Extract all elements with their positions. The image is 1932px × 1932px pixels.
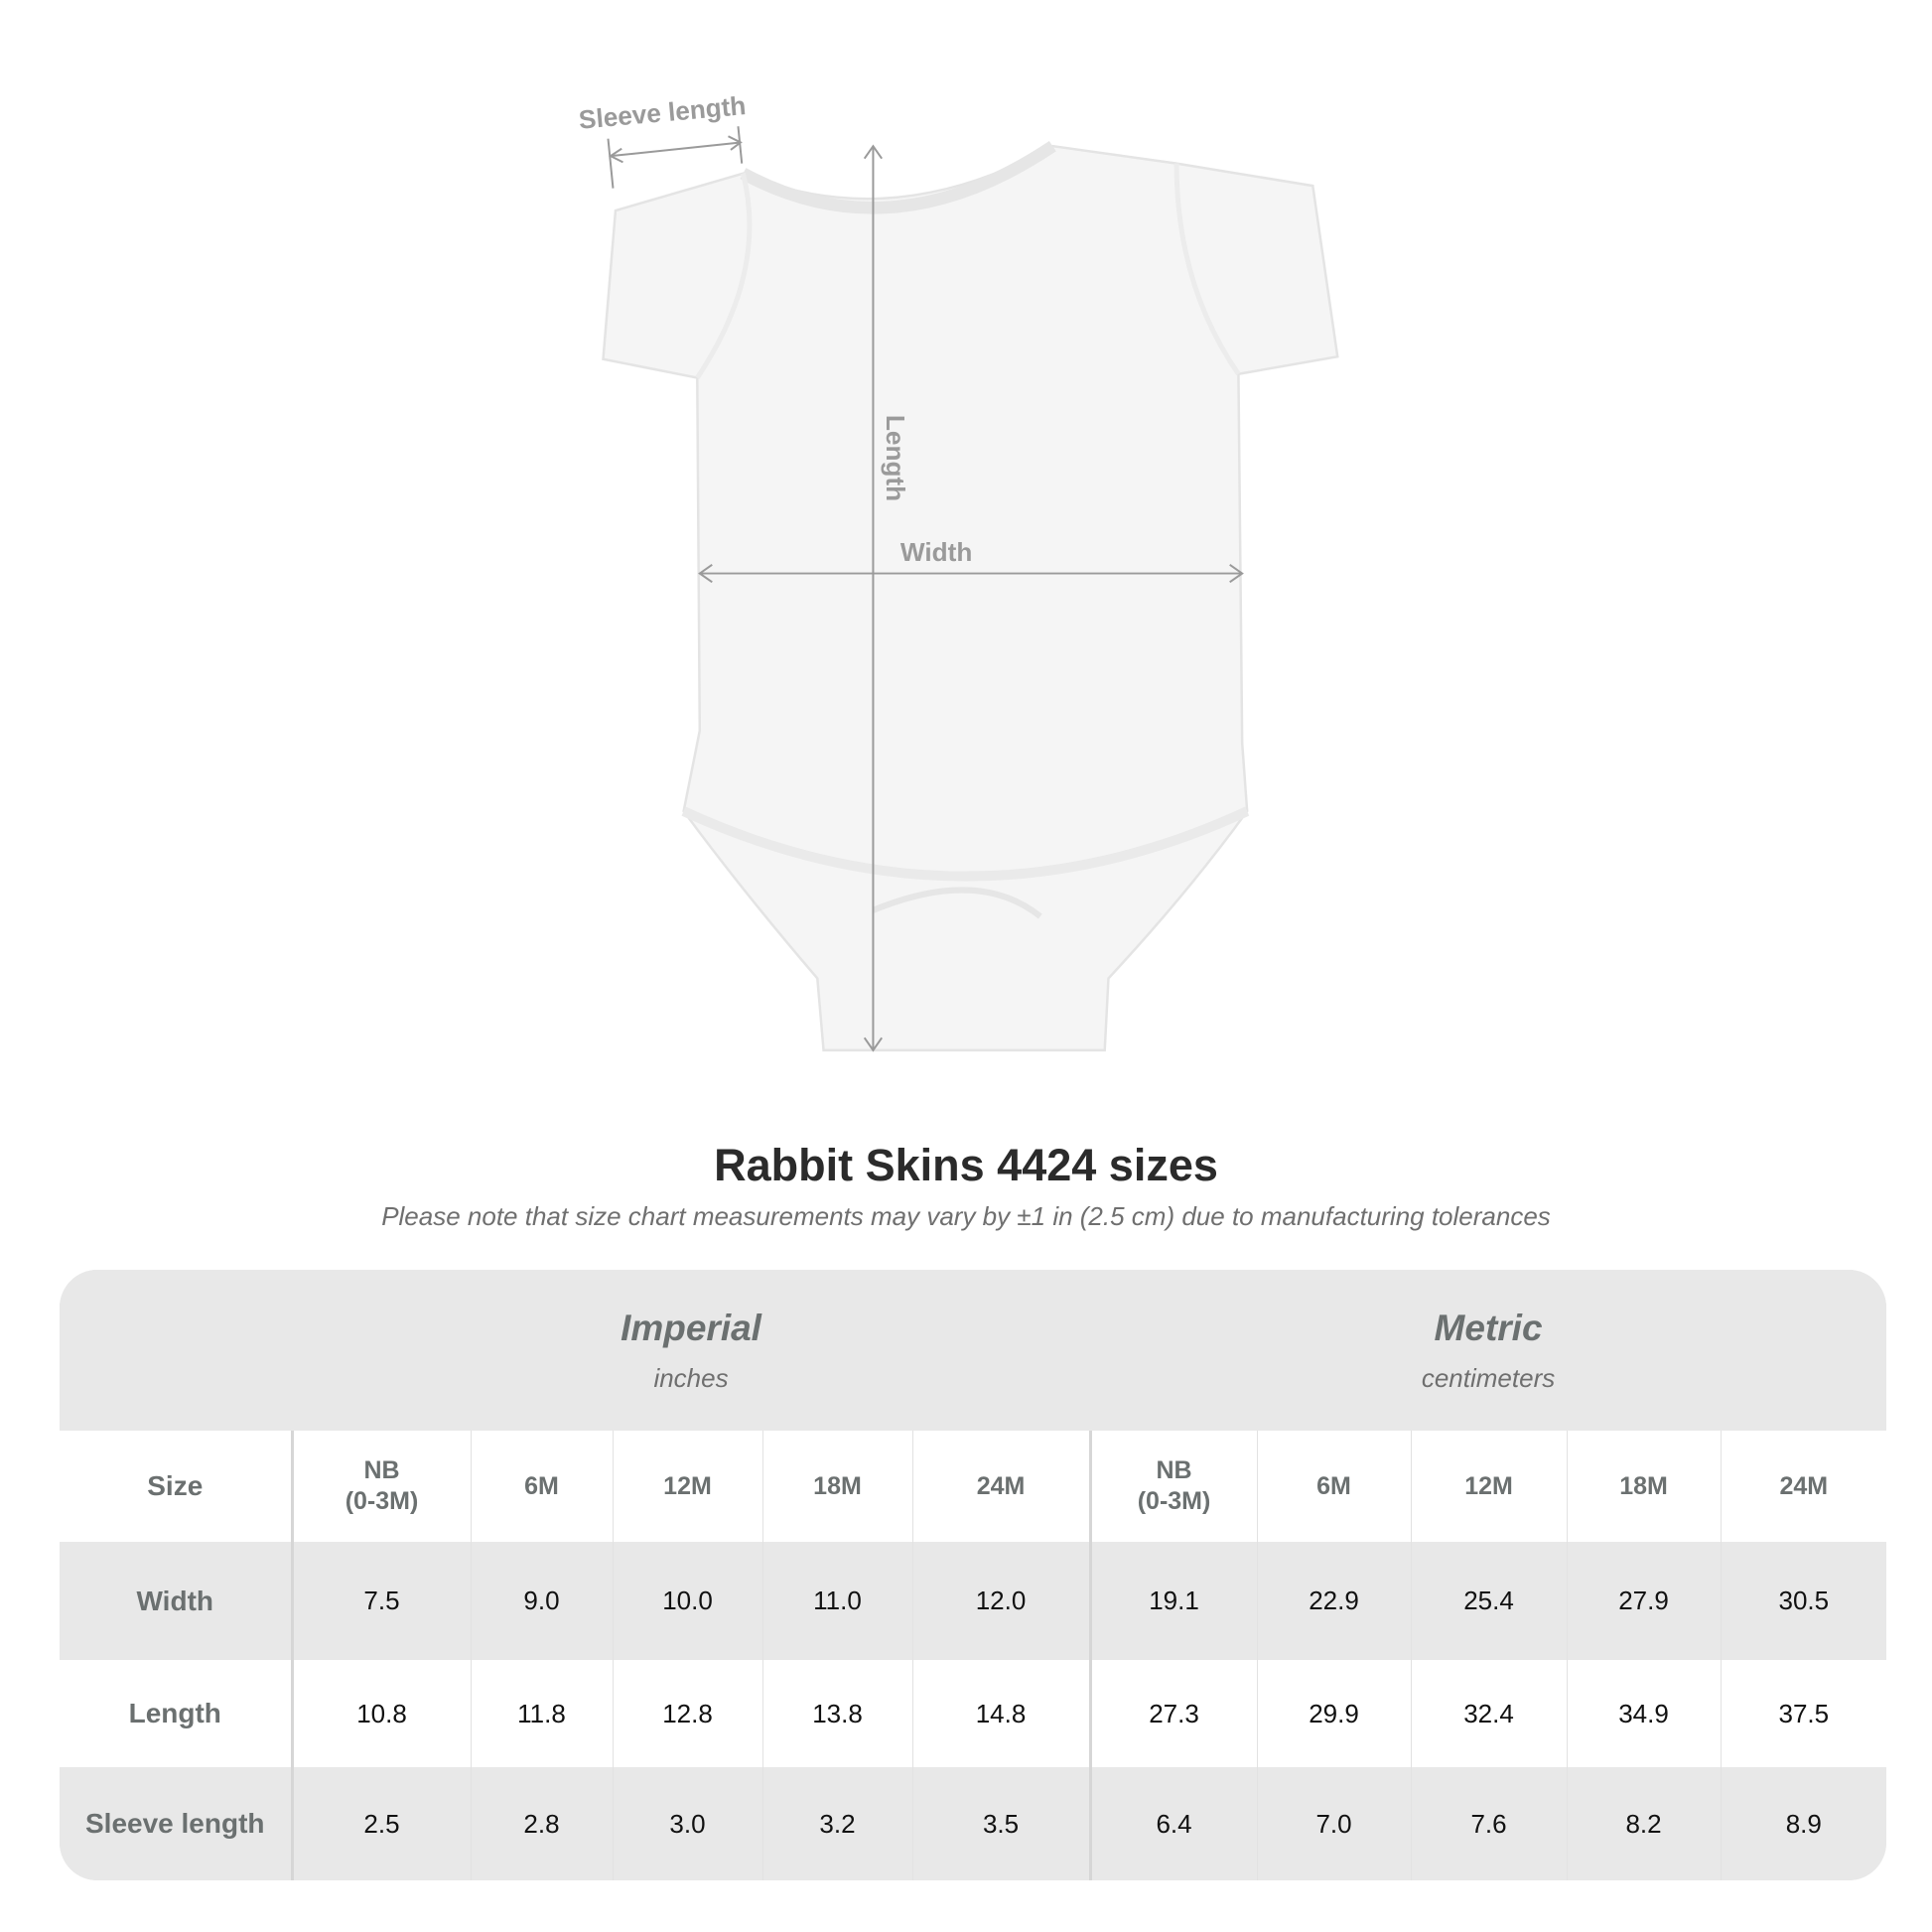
table-cell-imperial: 11.8 (470, 1660, 613, 1767)
size-header-metric: 24M (1720, 1431, 1886, 1542)
chart-title: Rabbit Skins 4424 sizes (714, 1140, 1218, 1190)
size-header-metric: 6M (1256, 1431, 1412, 1542)
size-header-metric: 12M (1410, 1431, 1568, 1542)
size-header-row: Size NB (0-3M) 6M 12M 18M 24M NB (0-3M) 6M 12M 1… (60, 1431, 1886, 1542)
unit-header-row: Imperial inches Metric centimeters (60, 1270, 1886, 1431)
table-cell-imperial: 12.8 (612, 1660, 762, 1767)
length-label: Length (881, 415, 910, 501)
table-row: Length 10.8 11.8 12.8 13.8 14.8 27.3 29.9 32.4 34… (60, 1660, 1886, 1767)
sleeve-length-label: Sleeve length (578, 90, 748, 135)
table-cell-metric: 25.4 (1410, 1542, 1568, 1660)
table-cell-imperial: 9.0 (470, 1542, 613, 1660)
table-cell-metric: 7.0 (1256, 1767, 1412, 1880)
table-cell-imperial: 2.8 (470, 1767, 613, 1880)
table-cell-imperial: 11.0 (761, 1542, 912, 1660)
tolerance-note: Please note that size chart measurements… (381, 1201, 1551, 1231)
table-cell-imperial: 3.0 (612, 1767, 762, 1880)
table-cell-metric: 19.1 (1088, 1542, 1258, 1660)
row-label: Sleeve length (60, 1767, 292, 1880)
imperial-label: Imperial (621, 1307, 761, 1348)
table-cell-metric: 6.4 (1088, 1767, 1258, 1880)
table-cell-imperial: 3.5 (911, 1767, 1091, 1880)
size-header-imperial: 12M (612, 1431, 762, 1542)
onesie-image (602, 141, 1339, 1052)
size-table: Imperial inches Metric centimeters Size … (60, 1270, 1886, 1880)
table-cell-imperial: 10.8 (290, 1660, 471, 1767)
table-cell-metric: 27.9 (1566, 1542, 1722, 1660)
table-cell-imperial: 13.8 (761, 1660, 912, 1767)
table-cell-metric: 37.5 (1720, 1660, 1886, 1767)
metric-header: Metric centimeters (1090, 1270, 1886, 1431)
table-cell-imperial: 12.0 (911, 1542, 1091, 1660)
table-cell-imperial: 10.0 (612, 1542, 762, 1660)
table-cell-metric: 22.9 (1256, 1542, 1412, 1660)
row-label: Length (60, 1660, 292, 1767)
row-label-size: Size (60, 1431, 292, 1542)
size-header-imperial: NB (0-3M) (290, 1431, 471, 1542)
size-header-imperial: 18M (761, 1431, 912, 1542)
table-cell-metric: 32.4 (1410, 1660, 1568, 1767)
size-header-metric: 18M (1566, 1431, 1722, 1542)
width-label: Width (900, 537, 972, 567)
table-row: Width 7.5 9.0 10.0 11.0 12.0 19.1 22.9 25.4 27.9 3… (60, 1542, 1886, 1660)
imperial-unit: inches (653, 1362, 729, 1393)
size-header-imperial: 6M (470, 1431, 613, 1542)
table-cell-imperial: 14.8 (911, 1660, 1091, 1767)
imperial-header: Imperial inches (292, 1270, 1091, 1431)
size-header-imperial: 24M (911, 1431, 1091, 1542)
sleeve-arrow (610, 141, 742, 158)
size-header-metric: NB (0-3M) (1088, 1431, 1258, 1542)
table-cell-imperial: 7.5 (290, 1542, 471, 1660)
table-cell-metric: 30.5 (1720, 1542, 1886, 1660)
metric-unit: centimeters (1421, 1362, 1556, 1393)
table-cell-imperial: 3.2 (761, 1767, 912, 1880)
table-cell-imperial: 2.5 (290, 1767, 471, 1880)
table-cell-metric: 8.9 (1720, 1767, 1886, 1880)
table-cell-metric: 34.9 (1566, 1660, 1722, 1767)
table-cell-metric: 8.2 (1566, 1767, 1722, 1880)
table-cell-metric: 29.9 (1256, 1660, 1412, 1767)
row-label: Width (60, 1542, 292, 1660)
metric-label: Metric (1434, 1307, 1543, 1348)
table-row: Sleeve length 2.5 2.8 3.0 3.2 3.5 6.4 7.0 7.6 8.2… (60, 1767, 1886, 1880)
table-cell-metric: 7.6 (1410, 1767, 1568, 1880)
table-cell-metric: 27.3 (1088, 1660, 1258, 1767)
